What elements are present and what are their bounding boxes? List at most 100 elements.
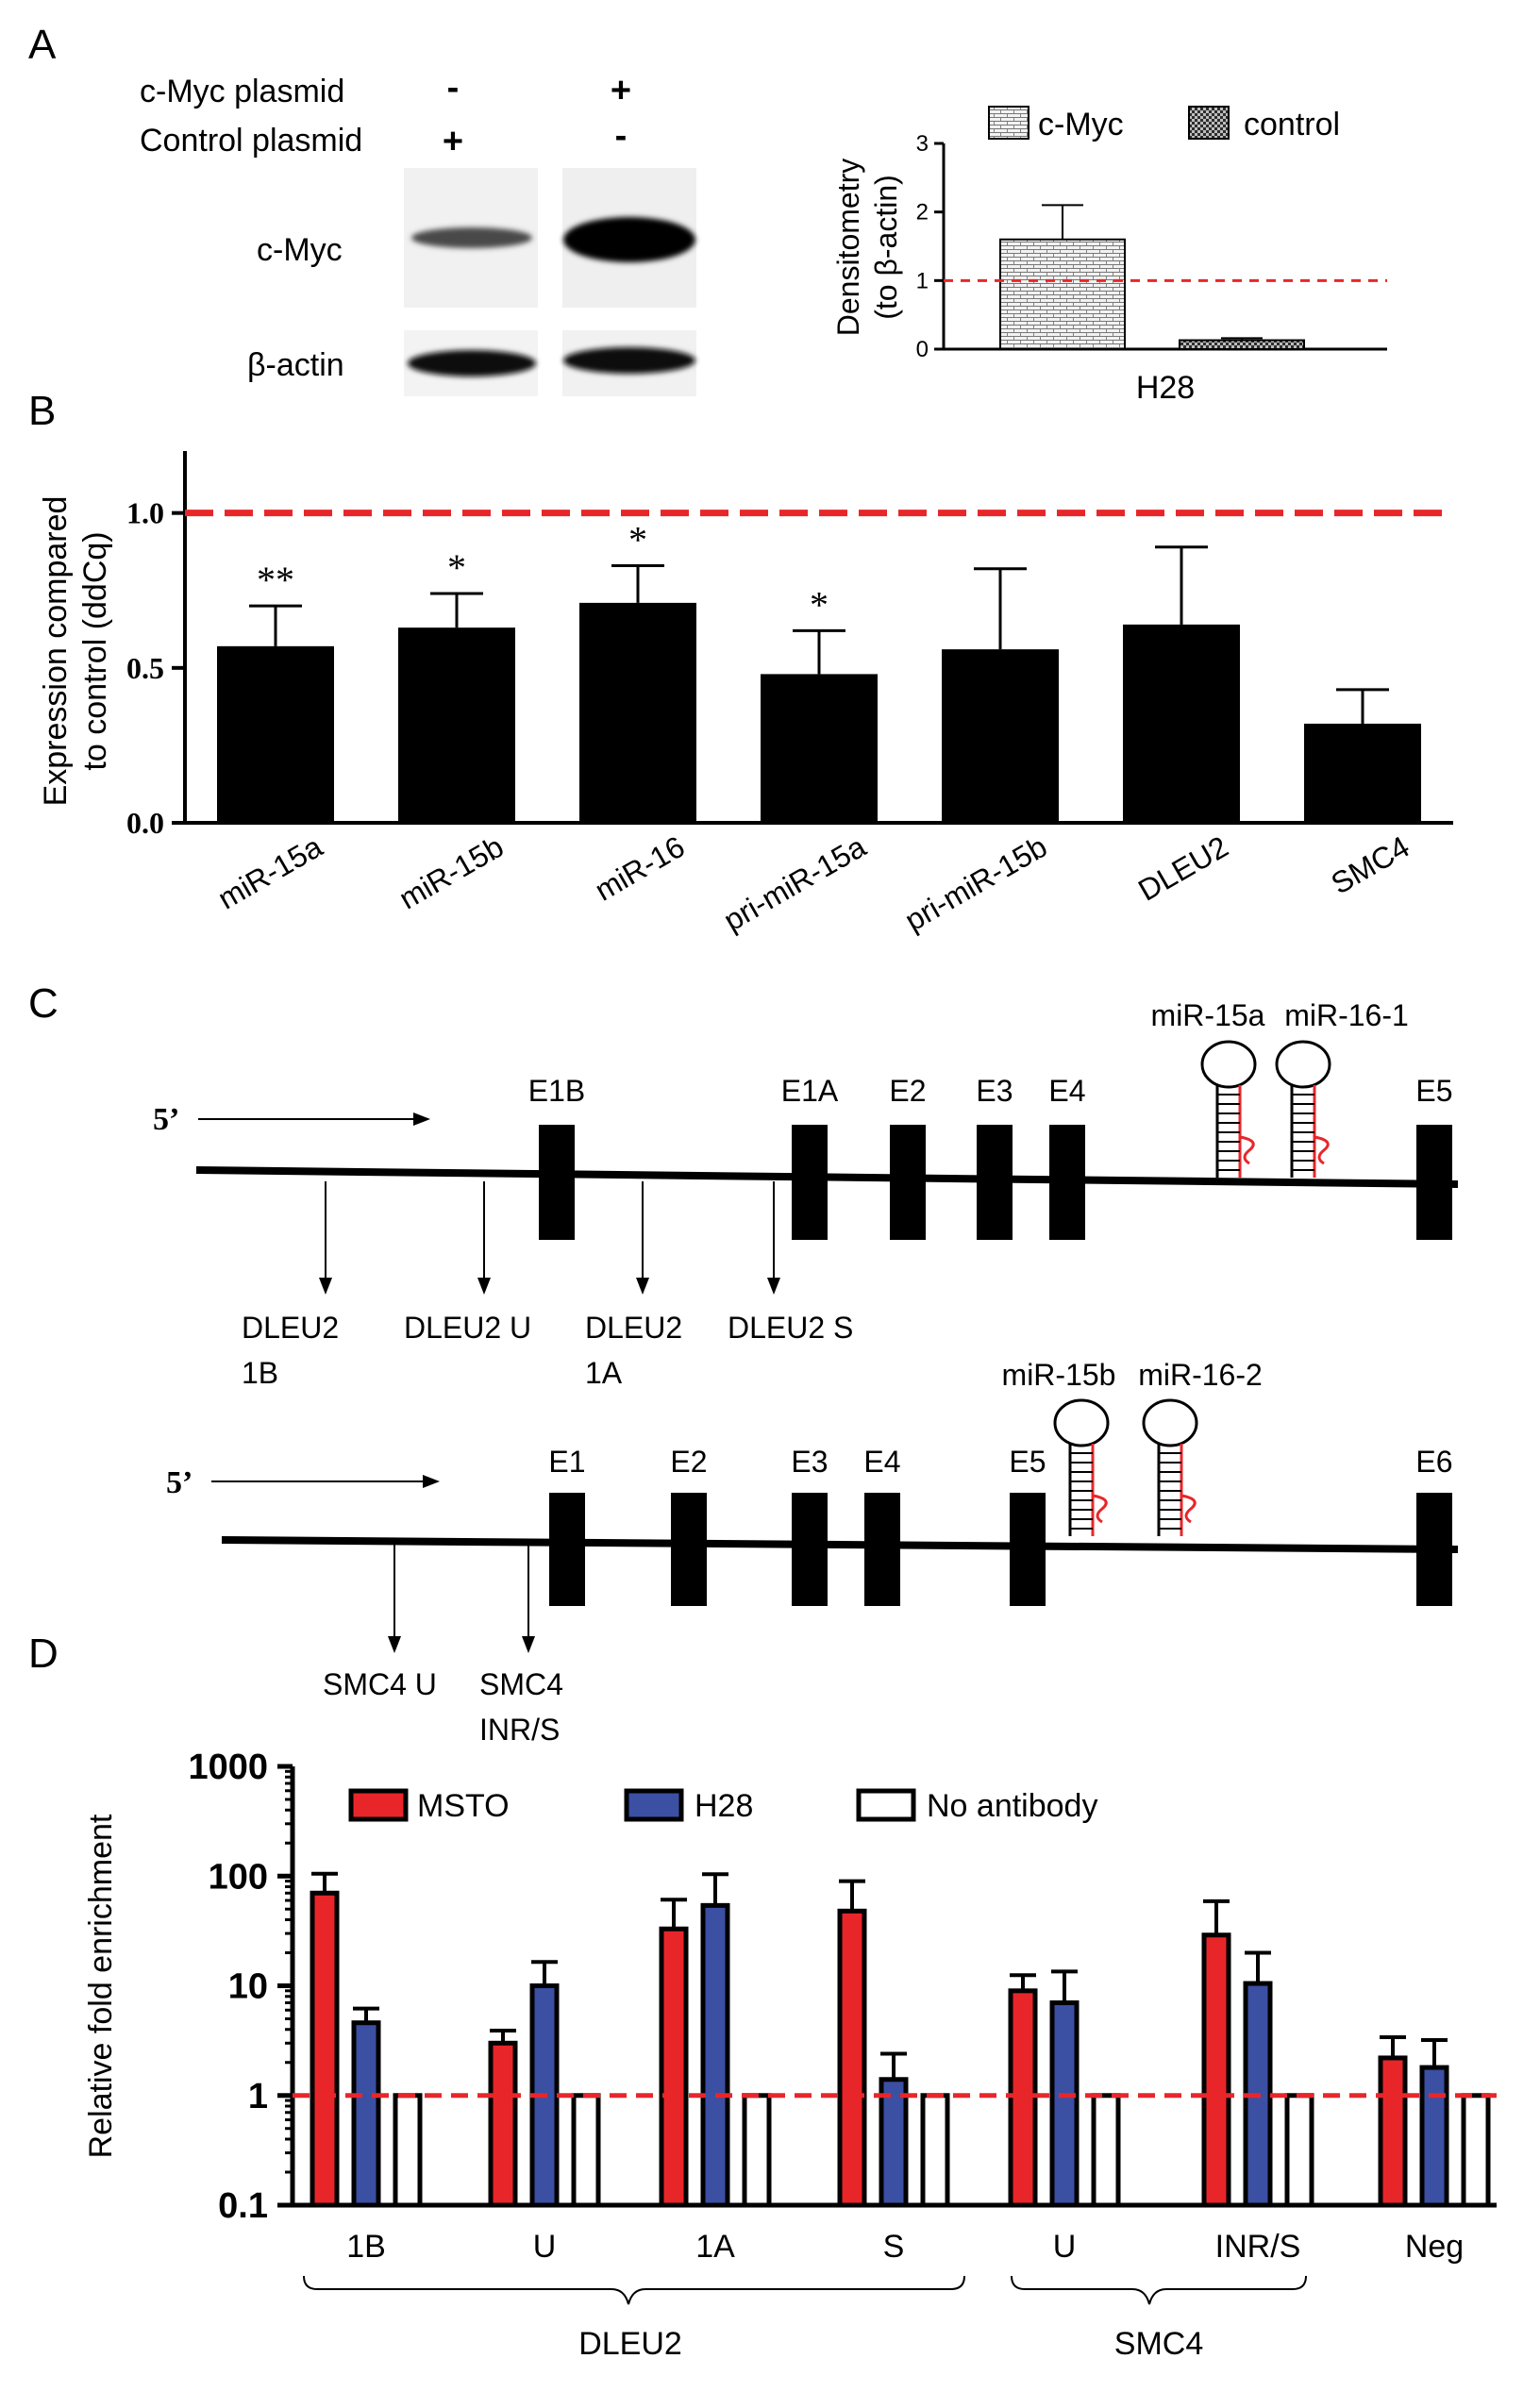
expression-bar — [579, 602, 696, 823]
densitometry-ylabel-line1: Densitometry — [831, 159, 865, 337]
primer-site-arrow-head — [636, 1278, 649, 1295]
legend-no-antibody-swatch — [856, 1788, 916, 1822]
exon-block — [1416, 1125, 1452, 1240]
enrichment-bar — [837, 1908, 867, 2208]
enrichment-category-label: 1A — [695, 2229, 735, 2265]
enrichment-legend: MSTO H28 No antibody — [348, 1788, 1097, 1824]
blot-band-cmyc-lane2 — [563, 217, 695, 262]
hairpin-loop — [1200, 1040, 1257, 1089]
primer-site-label: DLEU2 — [242, 1311, 339, 1345]
hairpin-bulge — [1314, 1135, 1330, 1165]
exon-block — [890, 1125, 926, 1240]
smc4-gene-diagram: 5’ E1 E2 E3 E4 E5 E6 miR-15b miR-16-2 SMC4 U SMC4 I… — [166, 1358, 1459, 1747]
exon-block — [792, 1493, 828, 1606]
panel-d-letter: D — [28, 1631, 59, 1677]
western-blot: c-Myc plasmid Control plasmid - + + - c-… — [140, 68, 696, 396]
expression-significance: ** — [257, 559, 294, 601]
blot-lane2-row1-sign: + — [611, 71, 631, 110]
hairpin-bulge — [1239, 1135, 1255, 1165]
hairpin-loop — [1142, 1398, 1198, 1447]
legend-h28-label: H28 — [695, 1788, 753, 1824]
primer-site-arrow-head — [767, 1278, 780, 1295]
hairpin-bulge — [1180, 1494, 1197, 1524]
smc4-group-label: SMC4 — [1114, 2326, 1203, 2362]
densitometry-chart: Densitometry (to β-actin) c-Myc control … — [831, 106, 1387, 406]
panel-a-letter: A — [28, 22, 57, 68]
exon-label: E6 — [1415, 1445, 1452, 1479]
mirna-label: miR-15a — [1151, 998, 1265, 1032]
legend-cmyc-swatch — [988, 106, 1029, 140]
panel-b: B 0.0 0.5 1.0 Expression compared to control… — [28, 388, 1453, 938]
exon-block — [539, 1125, 575, 1240]
enrichment-category-label: INR/S — [1215, 2229, 1301, 2265]
blot-lane1-row2-sign: + — [443, 122, 463, 161]
blot-band-actin-label: β-actin — [247, 347, 344, 383]
enrichment-category-label: Neg — [1405, 2229, 1464, 2265]
enrichment-bar — [879, 2077, 909, 2208]
legend-control-swatch — [1188, 106, 1230, 140]
expression-y-tick-label: 0.0 — [126, 806, 164, 840]
exon-label: E3 — [791, 1445, 828, 1479]
densitometry-bar — [999, 238, 1126, 351]
exon-label: E2 — [670, 1445, 707, 1479]
densitometry-category-label: H28 — [1136, 370, 1195, 406]
expression-category-label: miR-15a — [212, 829, 328, 916]
enrichment-bar — [1201, 1932, 1231, 2208]
expression-category-label: miR-15b — [393, 829, 510, 916]
hairpin-bulge — [1092, 1494, 1108, 1524]
panel-b-letter: B — [28, 388, 56, 434]
enrichment-bar — [1284, 2093, 1314, 2208]
enrichment-bar — [1008, 1988, 1038, 2208]
primer-site-label: 1B — [242, 1356, 278, 1390]
transcription-arrow-head — [423, 1475, 440, 1488]
exon-block — [1416, 1493, 1452, 1606]
blot-lane1-row1-sign: - — [447, 68, 460, 108]
expression-ylabel-line2: to control (ddCq) — [77, 531, 113, 770]
enrichment-bar — [1049, 2000, 1080, 2208]
primer-site-arrow-head — [477, 1278, 491, 1295]
enrichment-chart: 0.1 1 10 100 1000 Relative fold enrichment 1B U… — [83, 1748, 1497, 2265]
enrichment-bar — [310, 1890, 340, 2208]
blot-lane2-row2-sign: - — [615, 116, 628, 156]
exon-label: E2 — [889, 1074, 926, 1108]
blot-band-actin-lane1 — [408, 350, 536, 376]
expression-bar — [761, 674, 878, 823]
expression-bar — [1123, 624, 1240, 823]
expression-y-tick-label: 0.5 — [126, 651, 164, 685]
expression-category-label: pri-miR-15b — [899, 829, 1053, 938]
gene-backbone — [221, 1536, 1459, 1553]
exon-label: E4 — [863, 1445, 900, 1479]
legend-control-label: control — [1244, 107, 1340, 142]
mirna-label: miR-16-1 — [1284, 998, 1409, 1032]
enrichment-bar — [488, 2040, 518, 2208]
enrichment-bar — [351, 2020, 381, 2208]
enrichment-bar — [700, 1902, 730, 2208]
enrichment-bar — [742, 2093, 772, 2208]
primer-site-arrow-head — [319, 1278, 332, 1295]
primer-site-label: DLEU2 — [585, 1311, 682, 1345]
enrichment-y-tick-label: 1 — [248, 2077, 268, 2116]
legend-cmyc-label: c-Myc — [1038, 107, 1124, 142]
enrichment-bar — [1419, 2065, 1449, 2208]
expression-bar — [942, 649, 1059, 823]
expression-category-label: pri-miR-15a — [718, 829, 872, 938]
primer-site-arrow-head — [522, 1636, 535, 1653]
dleu2-bracket — [303, 2275, 965, 2305]
expression-bar — [398, 627, 515, 823]
exon-label: E1A — [781, 1074, 839, 1108]
primer-site-label: DLEU2 S — [728, 1311, 853, 1345]
exon-label: E1 — [548, 1445, 585, 1479]
expression-bar — [1304, 723, 1421, 823]
densitometry-y-tick-label: 3 — [916, 131, 929, 157]
exon-block — [977, 1125, 1013, 1240]
enrichment-bar — [659, 1926, 689, 2208]
smc4-bracket — [1011, 2275, 1307, 2305]
mirna-label: miR-15b — [1002, 1358, 1116, 1392]
densitometry-ylabel-line2: (to β-actin) — [869, 175, 903, 320]
primer-site-arrow-head — [388, 1636, 401, 1653]
dleu2-gene-diagram: 5’ E1B E1A E2 E3 E4 E5 miR-15a miR-16-1 DLEU2 1B DL… — [153, 998, 1459, 1390]
panel-c-letter: C — [28, 980, 59, 1027]
expression-significance: * — [628, 518, 647, 560]
enrichment-y-tick-label: 100 — [209, 1857, 268, 1897]
exon-label: E1B — [528, 1074, 585, 1108]
